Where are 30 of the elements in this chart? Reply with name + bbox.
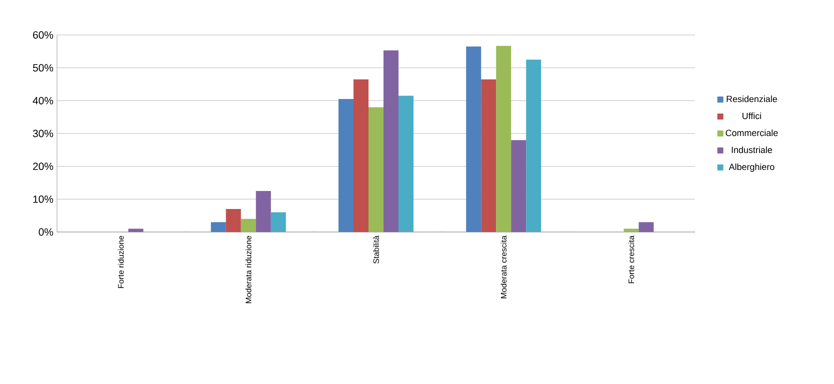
y-tick-label: 30%: [32, 130, 54, 138]
bar: [526, 60, 542, 232]
bar: [240, 218, 256, 232]
legend-label: Alberghiero: [728, 163, 774, 172]
legend-label: Residenziale: [726, 96, 777, 102]
bar: [368, 107, 384, 232]
y-tick-label: 20%: [33, 162, 54, 170]
bar: [481, 79, 496, 232]
bar: [270, 212, 286, 232]
bar: [338, 99, 354, 232]
bar: [354, 79, 369, 232]
legend-label: Industriale: [732, 146, 772, 154]
bar: [128, 228, 144, 232]
legend-label: Uffici: [742, 112, 762, 120]
y-tick-label: 10%: [33, 195, 54, 203]
legend-label: Commerciale: [726, 130, 778, 136]
bar: [398, 96, 414, 232]
bar: [511, 140, 526, 232]
bar: [384, 50, 399, 232]
bar: [210, 222, 226, 232]
y-tick-label: 50%: [32, 64, 54, 72]
bar: [496, 46, 512, 232]
bar: [466, 46, 482, 232]
y-tick-label: 40%: [32, 96, 54, 104]
bar: [638, 222, 654, 232]
y-tick-label: 60%: [33, 31, 54, 39]
bar: [624, 228, 639, 232]
bar: [226, 209, 241, 232]
y-tick-label: 0%: [38, 228, 54, 236]
bar: [256, 190, 271, 232]
